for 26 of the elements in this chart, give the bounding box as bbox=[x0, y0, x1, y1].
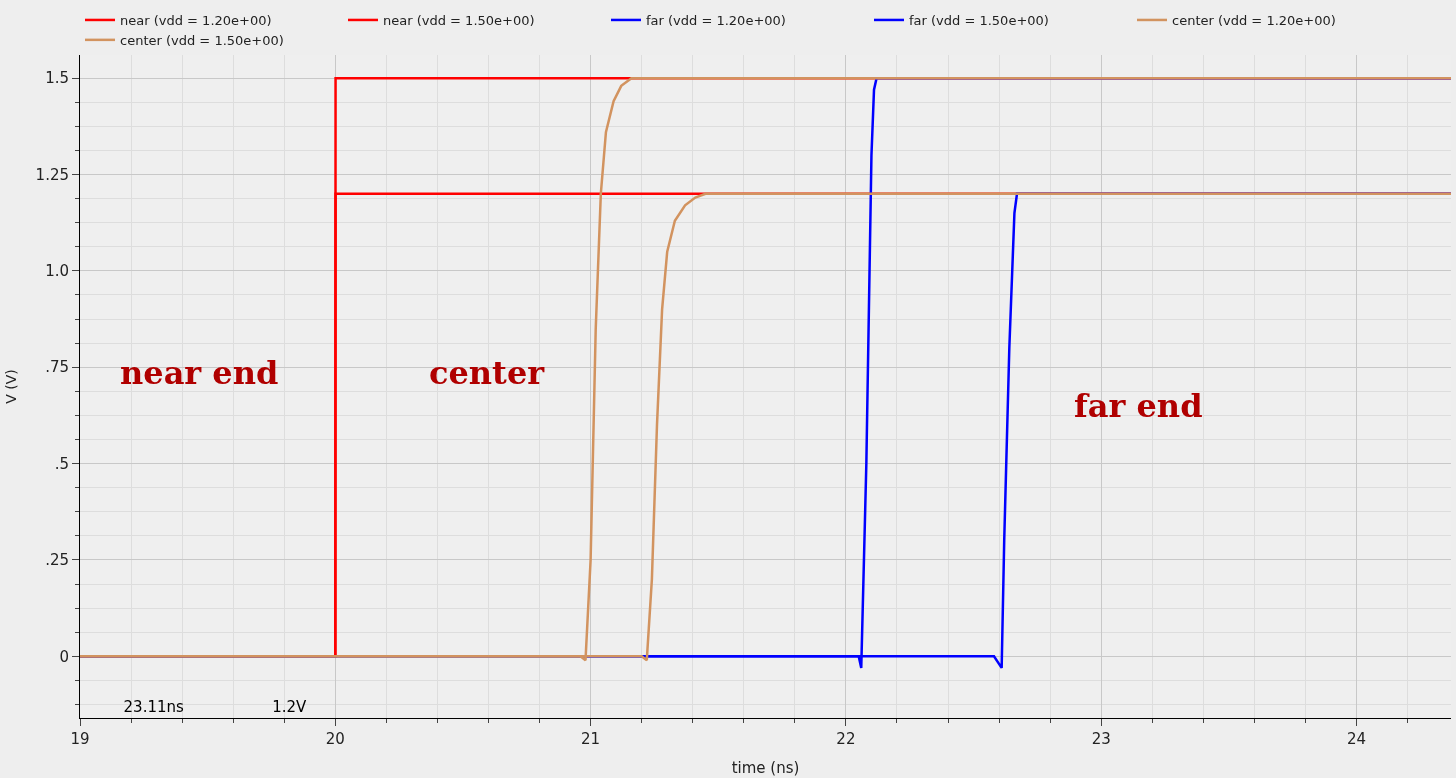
x-tick-label: 19 bbox=[70, 730, 90, 748]
legend-label: center (vdd = 1.50e+00) bbox=[120, 32, 284, 48]
annotation: 1.2V bbox=[272, 698, 307, 716]
y-tick-label: 1.5 bbox=[45, 69, 69, 88]
annotation: far end bbox=[1074, 387, 1203, 425]
legend-label: near (vdd = 1.50e+00) bbox=[383, 13, 535, 29]
y-tick-label: 1.25 bbox=[35, 165, 69, 184]
y-tick-label: .75 bbox=[45, 358, 69, 377]
y-axis-title: V (V) bbox=[3, 369, 20, 404]
legend-label: near (vdd = 1.20e+00) bbox=[120, 13, 272, 29]
x-axis-title: time (ns) bbox=[731, 759, 800, 777]
x-tick-label: 24 bbox=[1346, 730, 1367, 748]
x-tick-label: 22 bbox=[836, 730, 856, 748]
annotation: center bbox=[429, 354, 546, 392]
x-tick-label: 21 bbox=[581, 730, 601, 748]
y-tick-label: .5 bbox=[54, 454, 69, 473]
legend-label: far (vdd = 1.20e+00) bbox=[646, 13, 786, 29]
legend-label: center (vdd = 1.20e+00) bbox=[1172, 13, 1336, 29]
x-tick-label: 20 bbox=[325, 730, 345, 748]
legend-label: far (vdd = 1.50e+00) bbox=[909, 13, 1049, 29]
x-tick-label: 23 bbox=[1091, 730, 1111, 748]
y-tick-label: .25 bbox=[45, 551, 69, 570]
y-tick-label: 0 bbox=[59, 647, 69, 666]
annotation: near end bbox=[120, 354, 279, 392]
annotation: 23.11ns bbox=[123, 698, 184, 716]
y-tick-label: 1.0 bbox=[45, 262, 69, 281]
